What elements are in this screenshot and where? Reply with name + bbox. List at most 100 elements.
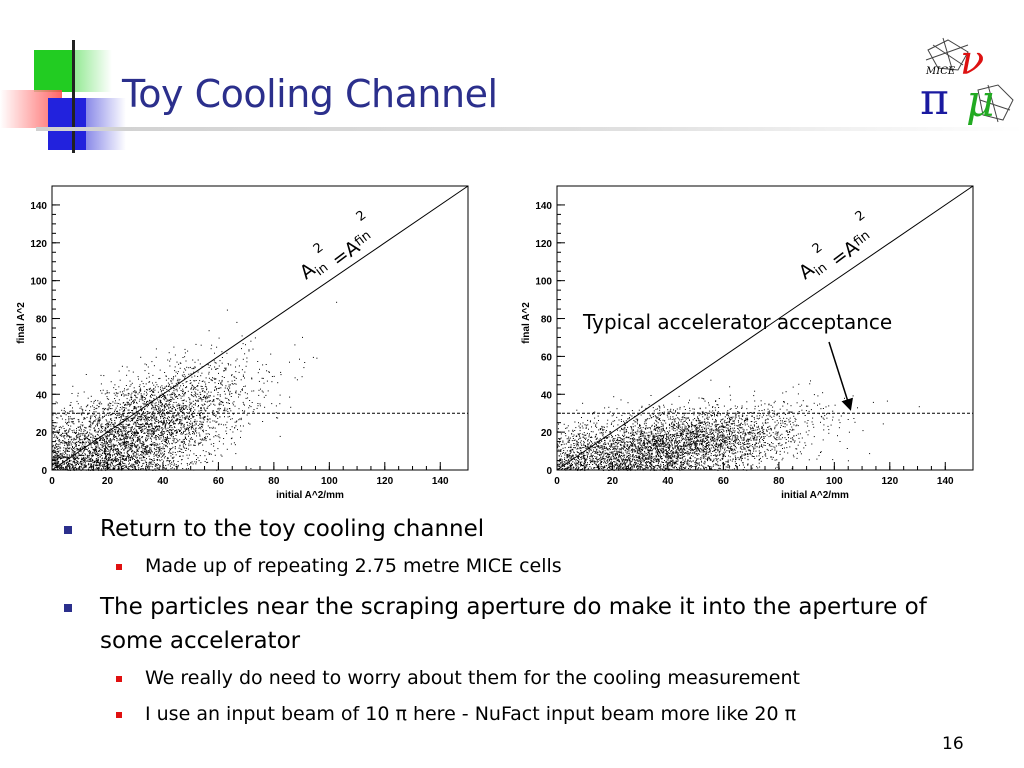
- scatter-point: [153, 447, 155, 449]
- scatter-point: [722, 425, 724, 427]
- scatter-point: [126, 404, 128, 406]
- scatter-point: [70, 439, 72, 441]
- scatter-point: [117, 439, 119, 441]
- scatter-point: [140, 406, 142, 407]
- scatter-point: [90, 422, 92, 424]
- scatter-point: [198, 460, 200, 462]
- scatter-point: [249, 400, 251, 401]
- scatter-point: [84, 461, 86, 463]
- scatter-point: [116, 393, 118, 395]
- scatter-point: [740, 418, 742, 420]
- scatter-point: [117, 465, 119, 467]
- scatter-point: [71, 464, 73, 466]
- scatter-point: [651, 465, 653, 467]
- scatter-point: [130, 460, 131, 461]
- scatter-point: [151, 443, 153, 445]
- scatter-point: [136, 436, 138, 438]
- scatter-point: [180, 397, 182, 399]
- scatter-point: [72, 431, 74, 433]
- scatter-point: [140, 466, 142, 467]
- scatter-point: [184, 428, 186, 430]
- scatter-point: [191, 424, 193, 426]
- scatter-point: [128, 393, 130, 395]
- scatter-point: [690, 439, 692, 441]
- scatter-point: [626, 444, 628, 446]
- scatter-point: [214, 404, 216, 406]
- scatter-point: [80, 429, 82, 431]
- scatter-point: [216, 421, 218, 423]
- scatter-point: [129, 424, 131, 426]
- scatter-point: [176, 361, 178, 363]
- scatter-point: [130, 404, 131, 406]
- scatter-point: [91, 466, 93, 468]
- scatter-point: [162, 434, 164, 436]
- scatter-point: [110, 425, 112, 427]
- scatter-point: [105, 457, 107, 459]
- scatter-point: [177, 464, 179, 466]
- scatter-point: [133, 421, 135, 423]
- scatter-point: [236, 321, 238, 323]
- scatter-point: [167, 419, 169, 421]
- scatter-point: [93, 402, 95, 404]
- scatter-point: [723, 438, 725, 440]
- scatter-point: [227, 416, 229, 418]
- scatter-point: [158, 406, 160, 408]
- scatter-point: [685, 439, 687, 441]
- scatter-point: [165, 438, 167, 440]
- scatter-point: [119, 428, 121, 430]
- scatter-point: [106, 435, 108, 437]
- scatter-point: [189, 408, 190, 410]
- scatter-point: [96, 460, 98, 462]
- scatter-point: [201, 409, 203, 411]
- scatter-point: [763, 428, 765, 430]
- scatter-point: [100, 426, 102, 428]
- scatter-point: [125, 443, 127, 444]
- scatter-point: [628, 452, 630, 454]
- scatter-point: [182, 357, 184, 358]
- scatter-point: [632, 434, 634, 436]
- scatter-point: [167, 382, 169, 384]
- scatter-point: [78, 426, 80, 428]
- scatter-point: [113, 449, 115, 450]
- scatter-point: [97, 468, 98, 469]
- scatter-point: [235, 383, 237, 385]
- scatter-point: [93, 452, 95, 454]
- scatter-point: [125, 426, 127, 428]
- scatter-point: [156, 419, 158, 420]
- scatter-point: [99, 463, 100, 465]
- scatter-point: [258, 380, 260, 382]
- scatter-point: [273, 375, 275, 377]
- scatter-point: [133, 439, 134, 440]
- scatter-point: [667, 452, 669, 454]
- scatter-point: [116, 458, 118, 460]
- scatter-point: [234, 383, 236, 385]
- scatter-point: [64, 468, 66, 470]
- scatter-point: [134, 417, 136, 419]
- scatter-point: [91, 467, 92, 469]
- scatter-point: [94, 462, 96, 463]
- scatter-point: [95, 458, 97, 459]
- scatter-point: [820, 408, 822, 410]
- scatter-point: [53, 449, 55, 451]
- scatter-point: [113, 450, 115, 452]
- scatter-point: [77, 468, 79, 470]
- scatter-point: [194, 366, 196, 368]
- scatter-point: [215, 431, 217, 433]
- scatter-point: [824, 415, 826, 417]
- scatter-point: [98, 422, 100, 424]
- scatter-point: [128, 425, 130, 426]
- scatter-point: [124, 458, 126, 460]
- scatter-point: [235, 377, 237, 379]
- scatter-point: [115, 400, 116, 402]
- scatter-point: [54, 446, 56, 448]
- scatter-point: [724, 463, 726, 465]
- scatter-point: [140, 454, 141, 456]
- scatter-point: [562, 447, 564, 449]
- scatter-point: [72, 467, 74, 469]
- scatter-point: [110, 464, 112, 466]
- scatter-point: [139, 413, 141, 415]
- scatter-point: [84, 453, 86, 455]
- scatter-point: [78, 432, 79, 434]
- scatter-point: [618, 466, 620, 468]
- scatter-point: [108, 457, 110, 458]
